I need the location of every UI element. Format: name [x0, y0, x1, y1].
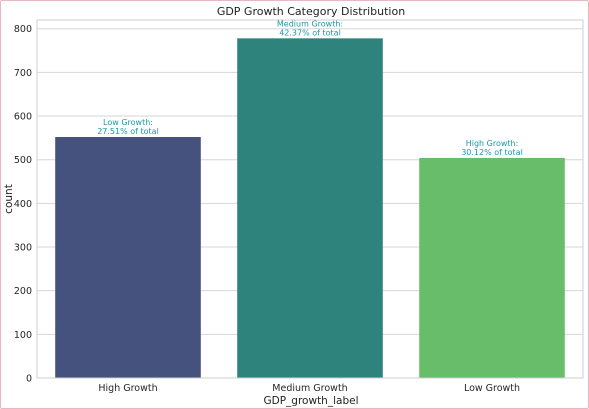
bar-annotation-label: High Growth:	[466, 139, 519, 148]
bar-annotation-label: Low Growth:	[103, 118, 153, 127]
bar-annotation-percent: 27.51% of total	[97, 127, 159, 136]
y-tick-label: 200	[14, 286, 32, 297]
bars	[55, 38, 565, 379]
x-tick-label: Medium Growth	[272, 383, 347, 394]
bar-annotations: Low Growth:27.51% of total Medium Growth:…	[97, 19, 523, 157]
x-tick-label: High Growth	[98, 383, 157, 394]
y-tick-label: 100	[14, 330, 32, 341]
chart-title: GDP Growth Category Distribution	[217, 5, 405, 18]
bar	[237, 38, 383, 379]
y-tick-label: 800	[14, 24, 32, 35]
y-tick-label: 700	[14, 68, 32, 79]
y-tick-label: 400	[14, 199, 32, 210]
bar	[419, 157, 565, 378]
y-axis-label: count	[3, 184, 15, 214]
bar	[55, 137, 201, 378]
y-tick-label: 0	[26, 374, 32, 385]
y-tick-label: 300	[14, 243, 32, 254]
x-axis-label: GDP_growth_label	[264, 395, 359, 407]
tick-labels: 0 100 200 300 400 500 600 700 800 High Growth Medi…	[14, 24, 520, 394]
bar-annotation-percent: 30.12% of total	[461, 148, 523, 157]
bar-annotation-percent: 42.37% of total	[279, 28, 341, 37]
y-tick-label: 600	[14, 112, 32, 123]
plot-frame	[36, 19, 584, 379]
y-tick-label: 500	[14, 155, 32, 166]
bar-annotation-label: Medium Growth:	[277, 19, 343, 28]
x-tick-label: Low Growth	[464, 383, 520, 394]
